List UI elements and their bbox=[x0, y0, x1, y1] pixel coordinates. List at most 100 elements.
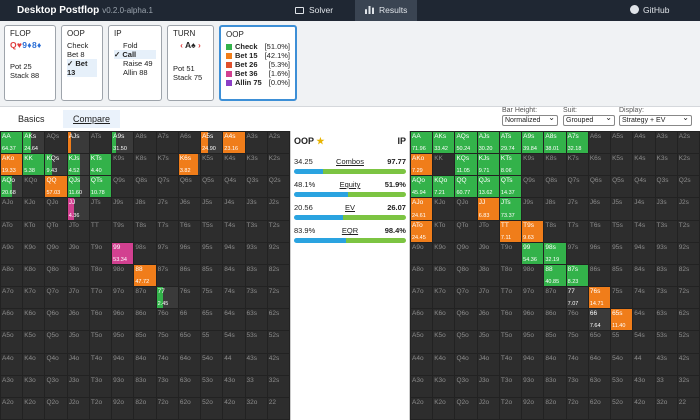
hand-cell-96s[interactable]: 96s bbox=[178, 242, 201, 264]
oop-flop-box[interactable]: OOP Check Bet 8 ✓ Bet 13 bbox=[61, 25, 103, 101]
hand-cell-94o[interactable]: 94o bbox=[112, 353, 134, 375]
hand-cell-kto[interactable]: KTo bbox=[23, 220, 45, 242]
hand-cell-72s[interactable]: 72s bbox=[267, 287, 289, 309]
oop-turn-action[interactable]: Allin 75 [0.0%] bbox=[226, 78, 290, 87]
hand-cell-42o[interactable]: 42o bbox=[223, 397, 245, 419]
hand-cell-55[interactable]: 55 bbox=[201, 331, 223, 353]
hand-cell-64s[interactable]: 64s bbox=[633, 309, 655, 331]
oop-turn-action[interactable]: Check [51.0%] bbox=[226, 42, 290, 51]
hand-cell-ajo[interactable]: AJo bbox=[1, 198, 23, 220]
hand-cell-a9o[interactable]: A9o bbox=[411, 242, 433, 264]
hand-cell-a5o[interactable]: A5o bbox=[411, 331, 433, 353]
hand-cell-54o[interactable]: 54o bbox=[201, 353, 223, 375]
hand-cell-k3o[interactable]: K3o bbox=[433, 375, 455, 397]
hand-cell-a9o[interactable]: A9o bbox=[1, 242, 23, 264]
hand-cell-j3o[interactable]: J3o bbox=[67, 375, 89, 397]
hand-cell-a6s[interactable]: A6s bbox=[588, 132, 611, 154]
hand-cell-j4s[interactable]: J4s bbox=[633, 198, 655, 220]
hand-cell-85o[interactable]: 85o bbox=[134, 331, 156, 353]
hand-cell-kjs[interactable]: KJs 4.52 bbox=[67, 154, 89, 176]
hand-cell-a2o[interactable]: A2o bbox=[411, 397, 433, 419]
hand-cell-q9o[interactable]: Q9o bbox=[45, 242, 67, 264]
hand-cell-87s[interactable]: 87s bbox=[156, 264, 178, 287]
hand-cell-74s[interactable]: 74s bbox=[633, 287, 655, 309]
hand-cell-ajs[interactable]: AJs bbox=[67, 132, 89, 154]
hand-cell-a2o[interactable]: A2o bbox=[1, 397, 23, 419]
oop-flop-bet13[interactable]: ✓ Bet 13 bbox=[67, 59, 97, 77]
oop-flop-bet8[interactable]: Bet 8 bbox=[67, 50, 85, 59]
hand-cell-k6s[interactable]: K6s bbox=[588, 154, 611, 176]
hand-cell-t2s[interactable]: T2s bbox=[677, 220, 699, 242]
hand-cell-84s[interactable]: 84s bbox=[223, 264, 245, 287]
hand-cell-42s[interactable]: 42s bbox=[267, 353, 289, 375]
hand-cell-t7o[interactable]: T7o bbox=[89, 287, 112, 309]
hand-cell-76s[interactable]: 76s 14.71 bbox=[588, 287, 611, 309]
hand-cell-j5s[interactable]: J5s bbox=[201, 198, 223, 220]
hand-cell-t2o[interactable]: T2o bbox=[89, 397, 112, 419]
hand-cell-k4o[interactable]: K4o bbox=[23, 353, 45, 375]
hand-cell-j8s[interactable]: J8s bbox=[134, 198, 156, 220]
hand-cell-j5o[interactable]: J5o bbox=[477, 331, 499, 353]
hand-cell-42s[interactable]: 42s bbox=[677, 353, 699, 375]
hand-cell-52s[interactable]: 52s bbox=[267, 331, 289, 353]
hand-cell-65s[interactable]: 65s 11.40 bbox=[611, 309, 633, 331]
hand-cell-92s[interactable]: 92s bbox=[267, 242, 289, 264]
hand-cell-q4o[interactable]: Q4o bbox=[45, 353, 67, 375]
nav-results[interactable]: Results bbox=[355, 0, 418, 21]
hand-cell-62s[interactable]: 62s bbox=[267, 309, 289, 331]
hand-cell-t3s[interactable]: T3s bbox=[245, 220, 267, 242]
hand-cell-t7o[interactable]: T7o bbox=[499, 287, 522, 309]
hand-cell-ako[interactable]: AKo 7.29 bbox=[411, 154, 433, 176]
hand-cell-j6s[interactable]: J6s bbox=[588, 198, 611, 220]
hand-cell-t6s[interactable]: T6s bbox=[178, 220, 201, 242]
hand-cell-j7o[interactable]: J7o bbox=[67, 287, 89, 309]
oop-flop-check[interactable]: Check bbox=[67, 41, 89, 50]
hand-cell-kjs[interactable]: KJs 9.71 bbox=[477, 154, 499, 176]
hand-cell-54o[interactable]: 54o bbox=[611, 353, 633, 375]
hand-cell-j6o[interactable]: J6o bbox=[67, 309, 89, 331]
hand-cell-ajo[interactable]: AJo 24.61 bbox=[411, 198, 433, 220]
hand-cell-q8s[interactable]: Q8s bbox=[134, 176, 156, 198]
hand-cell-44[interactable]: 44 bbox=[223, 353, 245, 375]
hand-cell-ako[interactable]: AKo 19.33 bbox=[1, 154, 23, 176]
hand-cell-k4o[interactable]: K4o bbox=[433, 353, 455, 375]
hand-cell-j2s[interactable]: J2s bbox=[267, 198, 289, 220]
hand-cell-a7s[interactable]: A7s 32.18 bbox=[566, 132, 588, 154]
hand-cell-66[interactable]: 66 bbox=[178, 309, 201, 331]
compare-label[interactable]: Equity bbox=[339, 180, 361, 189]
hand-cell-j9s[interactable]: J9s bbox=[522, 198, 544, 220]
hand-cell-83o[interactable]: 83o bbox=[544, 375, 566, 397]
ip-allin[interactable]: Allin 88 bbox=[123, 68, 148, 77]
hand-cell-a8s[interactable]: A8s bbox=[134, 132, 156, 154]
hand-cell-75o[interactable]: 75o bbox=[566, 331, 588, 353]
hand-cell-a9s[interactable]: A9s 31.50 bbox=[112, 132, 134, 154]
hand-cell-85s[interactable]: 85s bbox=[201, 264, 223, 287]
hand-cell-q8s[interactable]: Q8s bbox=[544, 176, 566, 198]
hand-cell-97o[interactable]: 97o bbox=[522, 287, 544, 309]
hand-cell-t3o[interactable]: T3o bbox=[499, 375, 522, 397]
hand-cell-j4o[interactable]: J4o bbox=[477, 353, 499, 375]
hand-cell-j8o[interactable]: J8o bbox=[477, 264, 499, 287]
hand-cell-84s[interactable]: 84s bbox=[633, 264, 655, 287]
hand-cell-65o[interactable]: 65o bbox=[178, 331, 201, 353]
hand-cell-k5s[interactable]: K5s bbox=[201, 154, 223, 176]
hand-cell-22[interactable]: 22 bbox=[267, 397, 289, 419]
hand-cell-k9s[interactable]: K9s bbox=[112, 154, 134, 176]
hand-cell-t5o[interactable]: T5o bbox=[89, 331, 112, 353]
hand-cell-a5o[interactable]: A5o bbox=[1, 331, 23, 353]
hand-cell-43o[interactable]: 43o bbox=[633, 375, 655, 397]
hand-cell-ats[interactable]: ATs 29.74 bbox=[499, 132, 522, 154]
ip-call[interactable]: ✓ Call bbox=[114, 50, 156, 59]
hand-cell-k7o[interactable]: K7o bbox=[433, 287, 455, 309]
ip-flop-box[interactable]: IP Fold ✓ Call Raise 49 Allin 88 bbox=[108, 25, 162, 101]
hand-cell-k4s[interactable]: K4s bbox=[223, 154, 245, 176]
hand-cell-97s[interactable]: 97s bbox=[566, 242, 588, 264]
hand-cell-q6s[interactable]: Q6s bbox=[588, 176, 611, 198]
hand-cell-k7s[interactable]: K7s bbox=[566, 154, 588, 176]
oop-turn-action[interactable]: Bet 15 [42.1%] bbox=[226, 51, 290, 60]
hand-cell-k8s[interactable]: K8s bbox=[544, 154, 566, 176]
hand-cell-j2o[interactable]: J2o bbox=[477, 397, 499, 419]
hand-cell-k8o[interactable]: K8o bbox=[433, 264, 455, 287]
hand-cell-t7s[interactable]: T7s bbox=[156, 220, 178, 242]
hand-cell-k9o[interactable]: K9o bbox=[23, 242, 45, 264]
